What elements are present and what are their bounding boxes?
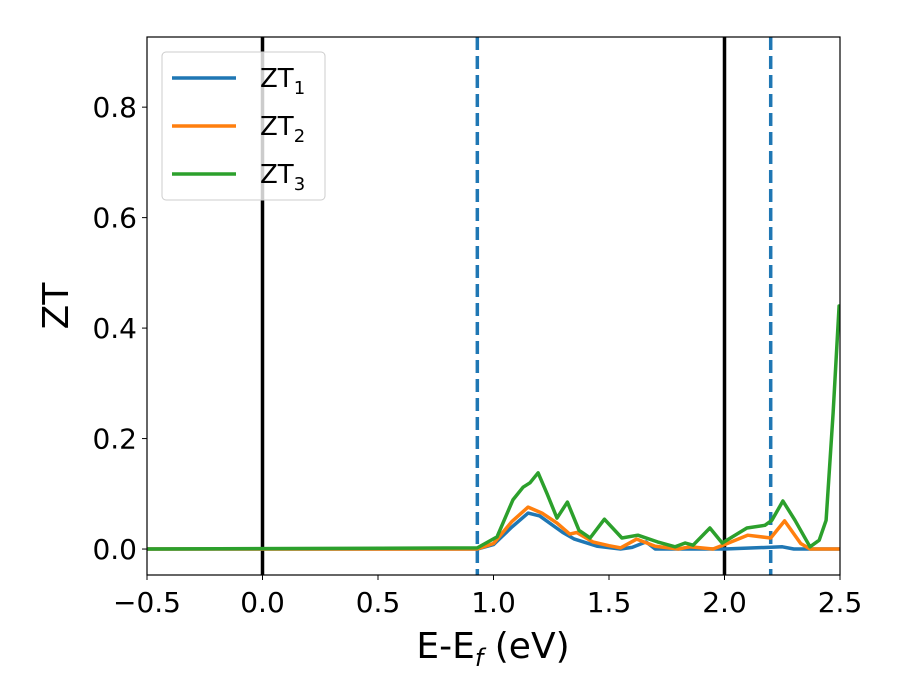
x-tick-label: 2.0 <box>702 586 747 619</box>
x-tick-label: 1.5 <box>587 586 632 619</box>
series-line-zt1 <box>147 511 840 551</box>
y-tick-label: 0.0 <box>92 533 137 566</box>
y-axis-label: ZT <box>36 282 77 330</box>
x-tick-label: 1.0 <box>471 586 516 619</box>
x-tick-label: 2.5 <box>818 586 863 619</box>
series-line-zt3 <box>147 304 840 551</box>
legend-label-zt1: ZT1 <box>260 64 305 99</box>
x-tick-label: 0.5 <box>356 586 401 619</box>
y-tick-label: 0.4 <box>92 312 137 345</box>
x-tick-label: −0.5 <box>113 586 181 619</box>
y-tick-label: 0.8 <box>92 91 137 124</box>
series-line-zt2 <box>147 505 840 551</box>
legend-label-zt3: ZT3 <box>260 160 305 195</box>
legend-frame <box>161 51 326 201</box>
legend-label-zt2: ZT2 <box>260 112 305 147</box>
legend: ZT1 ZT2 ZT3 <box>161 51 326 201</box>
x-axis-label: E-Ef (eV) <box>416 626 569 672</box>
y-tick-label: 0.6 <box>92 202 137 235</box>
y-tick-label: 0.2 <box>92 423 137 456</box>
x-tick-label: 0.0 <box>240 586 285 619</box>
